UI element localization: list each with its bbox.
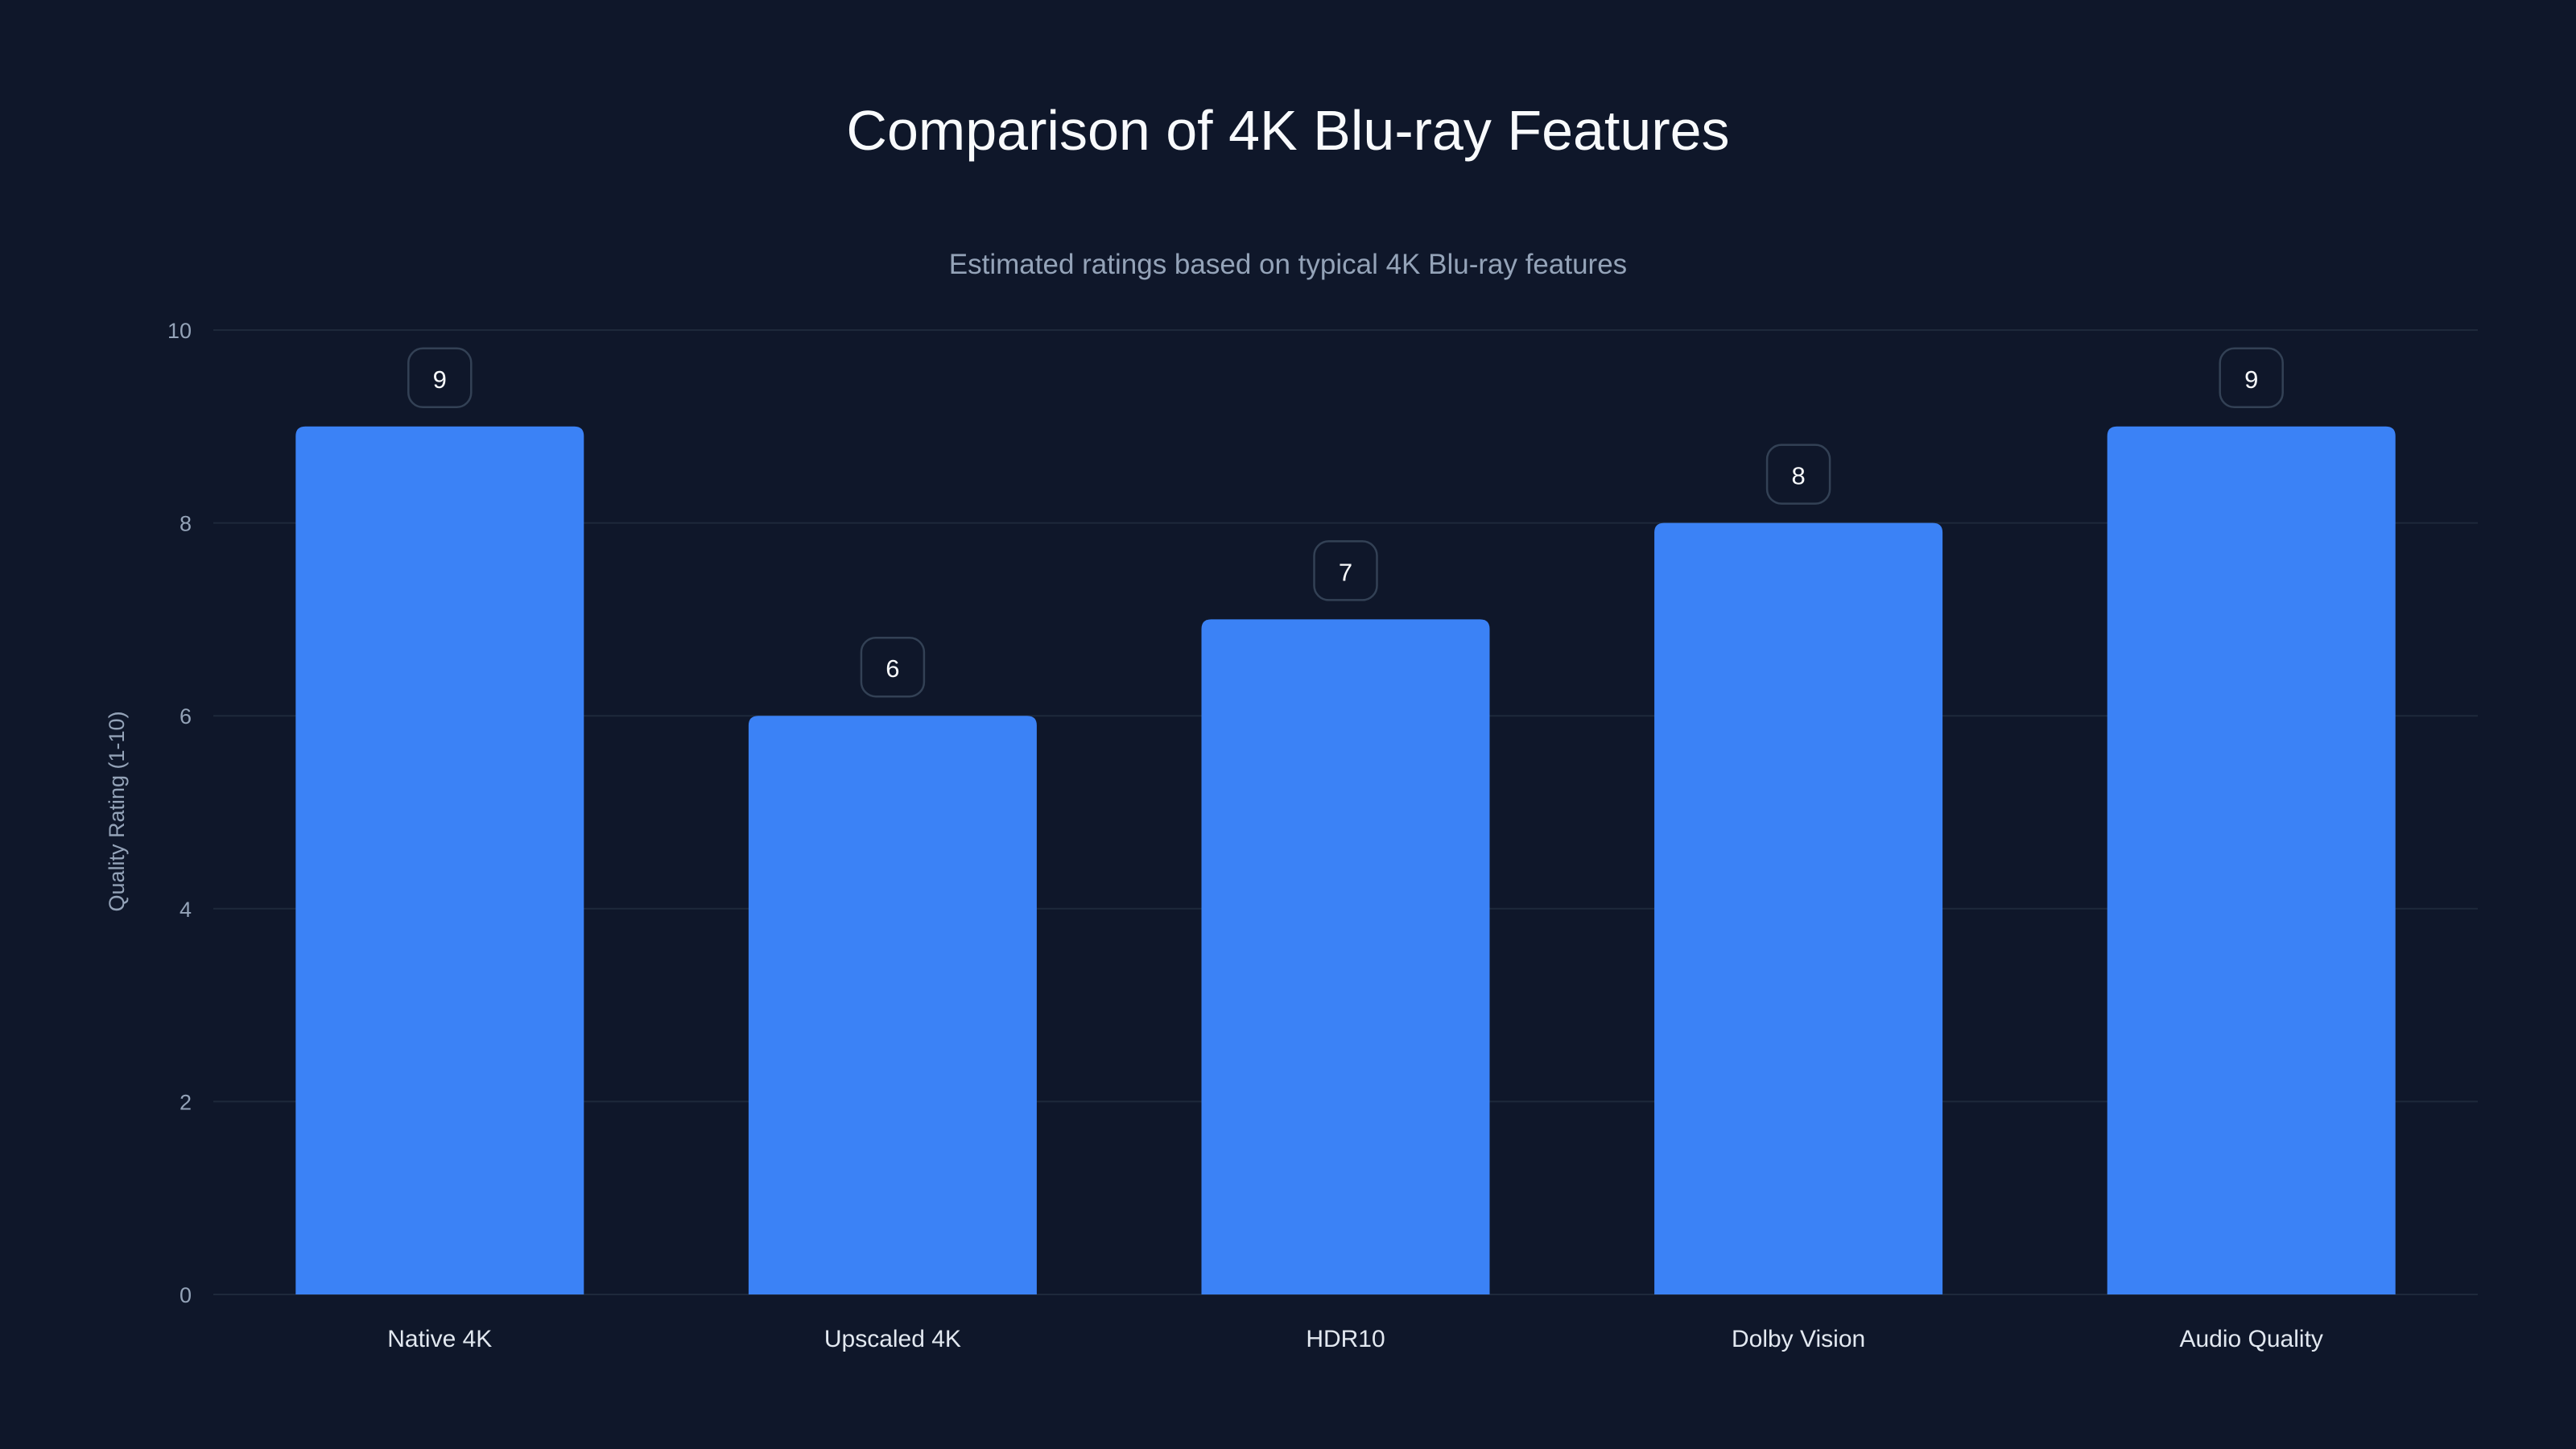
y-tick-label: 8 [180, 512, 192, 536]
chart-title: Comparison of 4K Blu-ray Features [846, 99, 1729, 162]
y-tick-label: 4 [180, 898, 192, 922]
bar [295, 426, 584, 1294]
data-label: 7 [1339, 558, 1352, 586]
data-label-box [860, 636, 926, 698]
bar [1654, 522, 1943, 1294]
y-tick-label: 6 [180, 704, 192, 729]
y-tick-label: 10 [167, 319, 192, 343]
data-label: 9 [433, 365, 447, 394]
data-label-box [407, 347, 473, 409]
y-tick-label: 2 [180, 1090, 192, 1114]
bar [2107, 426, 2396, 1294]
data-label: 8 [1791, 462, 1805, 490]
bar [1201, 619, 1490, 1294]
data-label-box [2219, 347, 2284, 409]
x-tick-label: Native 4K [387, 1326, 492, 1352]
bar [748, 716, 1037, 1294]
x-tick-label: HDR10 [1306, 1326, 1385, 1352]
data-label-box [1765, 444, 1831, 505]
x-tick-label: Audio Quality [2179, 1326, 2322, 1352]
data-label-box [1313, 540, 1378, 601]
x-tick-label: Dolby Vision [1732, 1326, 1865, 1352]
x-tick-label: Upscaled 4K [824, 1326, 961, 1352]
chart-subtitle: Estimated ratings based on typical 4K Bl… [949, 249, 1627, 280]
y-axis-title: Quality Rating (1-10) [105, 711, 129, 911]
data-label: 6 [886, 654, 899, 683]
data-label: 9 [2244, 365, 2258, 394]
y-tick-label: 0 [180, 1283, 192, 1307]
